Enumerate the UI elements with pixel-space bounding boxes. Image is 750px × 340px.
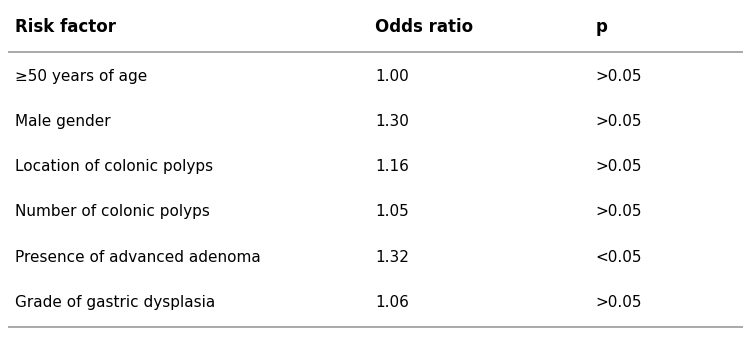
Text: 1.06: 1.06: [375, 295, 409, 310]
Text: 1.05: 1.05: [375, 204, 409, 219]
Text: >0.05: >0.05: [596, 114, 642, 129]
Text: <0.05: <0.05: [596, 250, 642, 265]
Text: 1.32: 1.32: [375, 250, 409, 265]
Text: >0.05: >0.05: [596, 204, 642, 219]
Text: Risk factor: Risk factor: [15, 18, 116, 36]
Text: 1.30: 1.30: [375, 114, 409, 129]
Text: p: p: [596, 18, 608, 36]
Text: Location of colonic polyps: Location of colonic polyps: [15, 159, 213, 174]
Text: Male gender: Male gender: [15, 114, 110, 129]
Text: Grade of gastric dysplasia: Grade of gastric dysplasia: [15, 295, 215, 310]
Text: >0.05: >0.05: [596, 68, 642, 84]
Text: Number of colonic polyps: Number of colonic polyps: [15, 204, 210, 219]
Text: 1.00: 1.00: [375, 68, 409, 84]
Text: >0.05: >0.05: [596, 159, 642, 174]
Text: Odds ratio: Odds ratio: [375, 18, 473, 36]
Text: >0.05: >0.05: [596, 295, 642, 310]
Text: ≥50 years of age: ≥50 years of age: [15, 68, 147, 84]
Text: Presence of advanced adenoma: Presence of advanced adenoma: [15, 250, 260, 265]
Text: 1.16: 1.16: [375, 159, 409, 174]
